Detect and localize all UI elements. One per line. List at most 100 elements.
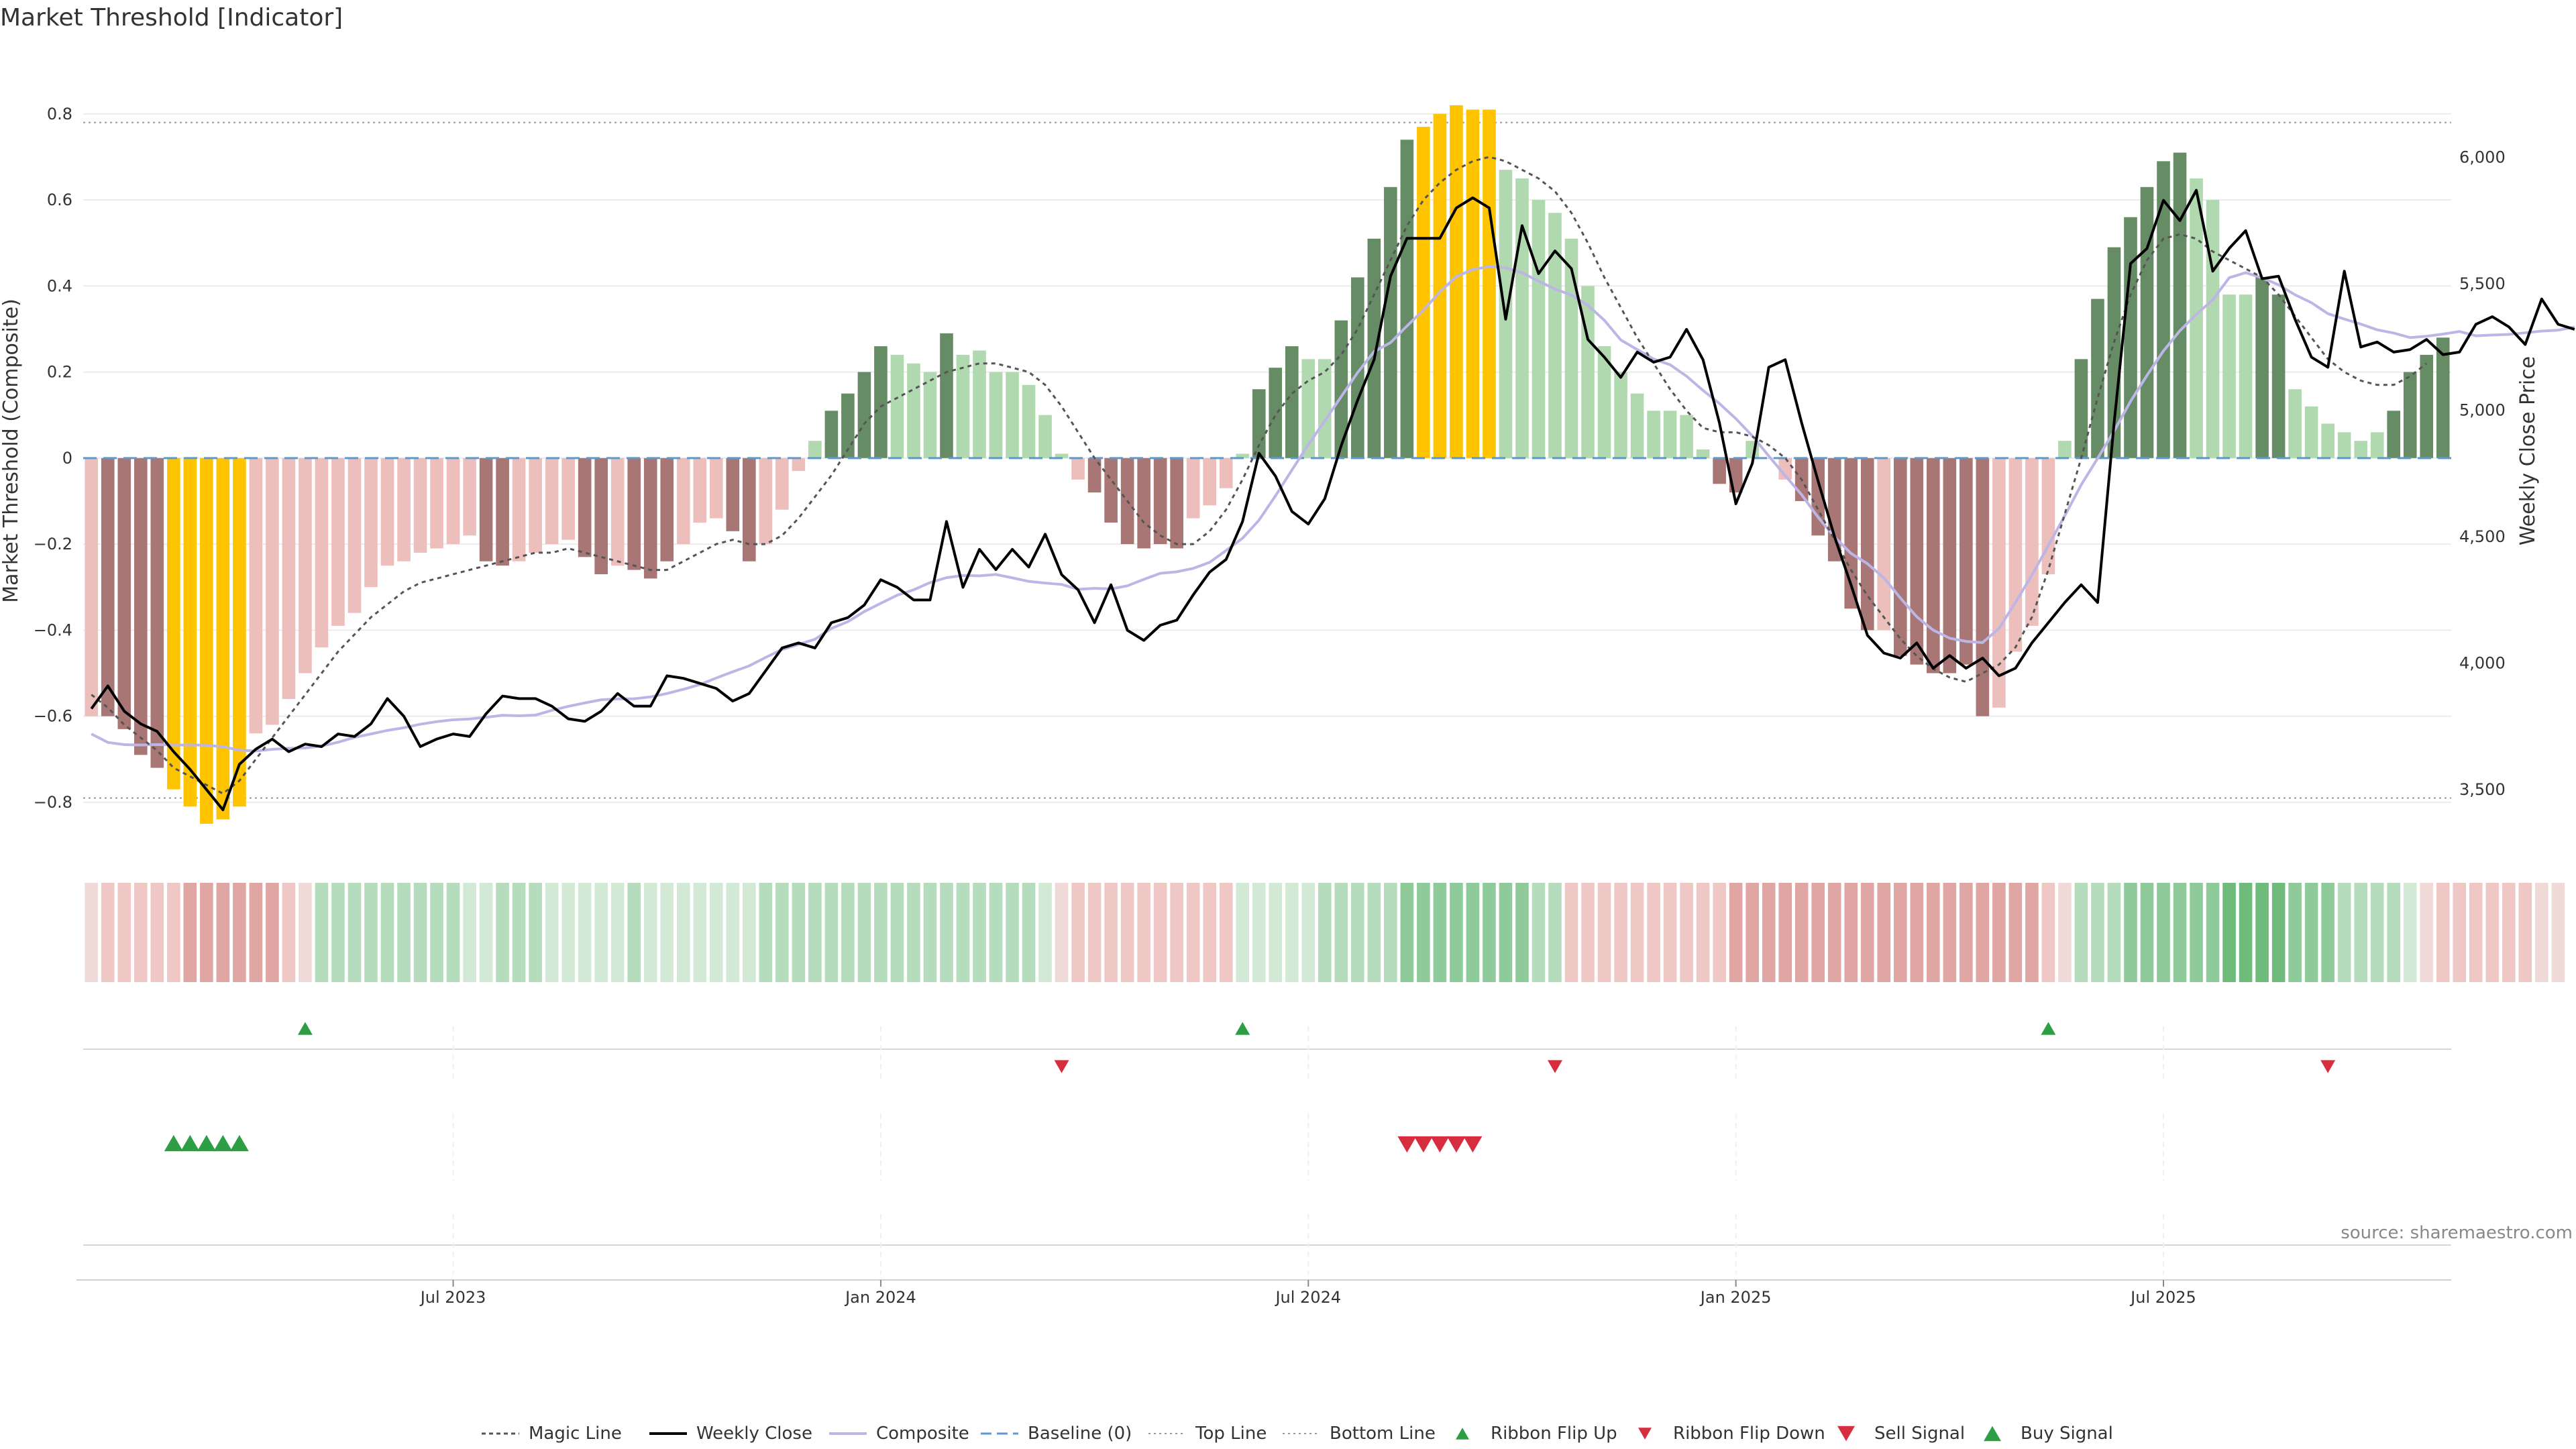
composite-bar bbox=[973, 350, 986, 458]
ribbon-cell bbox=[1450, 883, 1463, 982]
ribbon-cell bbox=[2387, 883, 2401, 982]
ribbon-cell bbox=[1417, 883, 1430, 982]
ribbon-cell bbox=[2518, 883, 2532, 982]
ribbon-cell bbox=[1367, 883, 1381, 982]
legend-label: Weekly Close bbox=[696, 1424, 812, 1444]
ribbon-cell bbox=[1219, 883, 1233, 982]
ribbon-cell bbox=[2173, 883, 2187, 982]
ribbon-cell bbox=[2190, 883, 2203, 982]
legend-swatch bbox=[1456, 1428, 1469, 1440]
ribbon-cell bbox=[989, 883, 1003, 982]
composite-bar bbox=[1960, 458, 1973, 665]
ribbon-cell bbox=[1186, 883, 1200, 982]
composite-bar bbox=[2387, 411, 2401, 458]
legend-label: Ribbon Flip Up bbox=[1491, 1424, 1617, 1444]
composite-bar bbox=[397, 458, 411, 561]
sell-signal-marker bbox=[1397, 1136, 1417, 1153]
ribbon-cell bbox=[1811, 883, 1825, 982]
y-axis-label: Market Threshold (Composite) bbox=[0, 299, 23, 603]
ribbon-cell bbox=[1022, 883, 1036, 982]
ribbon-cell bbox=[2502, 883, 2516, 982]
ribbon-cell bbox=[1647, 883, 1660, 982]
composite-bar bbox=[1417, 127, 1430, 458]
y-axis-ticks: 0.8 0.6 0.4 0.2 0 −0.2 −0.4 −0.6 −0.8 bbox=[34, 105, 72, 812]
buy-signal-marker bbox=[197, 1134, 216, 1152]
ribbon-cell bbox=[1746, 883, 1759, 982]
ribbon-cell bbox=[1844, 883, 1858, 982]
ribbon-cell bbox=[1976, 883, 1990, 982]
composite-bar bbox=[1384, 186, 1397, 458]
ribbon-cell bbox=[627, 883, 641, 982]
composite-bar bbox=[2173, 152, 2187, 458]
legend: Magic Line Weekly Close Composite Baseline … bbox=[482, 1424, 2113, 1444]
ribbon-cell bbox=[2140, 883, 2154, 982]
ribbon-cell bbox=[2551, 883, 2565, 982]
ribbon-cell bbox=[1630, 883, 1644, 982]
y2-tick-label: 4,000 bbox=[2459, 654, 2506, 673]
ribbon-cell bbox=[2239, 883, 2253, 982]
ribbon-cell bbox=[2124, 883, 2137, 982]
ribbon-cell bbox=[282, 883, 296, 982]
composite-bar bbox=[2025, 458, 2039, 626]
ribbon-cell bbox=[1515, 883, 1529, 982]
ribbon-cell bbox=[1860, 883, 1874, 982]
legend-item-sell: Sell Signal bbox=[1837, 1424, 1965, 1444]
ribbon-cell bbox=[709, 883, 723, 982]
ribbon-cell bbox=[529, 883, 542, 982]
ribbon-cell bbox=[808, 883, 822, 982]
ribbon-cell bbox=[430, 883, 443, 982]
composite-bar bbox=[1203, 458, 1217, 506]
composite-bar bbox=[1022, 384, 1036, 458]
ribbon-cell bbox=[2107, 883, 2121, 982]
ribbon-cell bbox=[2304, 883, 2318, 982]
composite-bar bbox=[1581, 286, 1595, 458]
composite-bar bbox=[2140, 186, 2154, 458]
ribbon-cell bbox=[216, 883, 230, 982]
composite-bar bbox=[1548, 213, 1562, 458]
composite-bars bbox=[85, 105, 2450, 824]
composite-bar bbox=[2288, 389, 2302, 458]
legend-item-top: Top Line bbox=[1148, 1424, 1267, 1444]
ribbon-cell bbox=[660, 883, 674, 982]
composite-bar bbox=[117, 458, 131, 729]
ribbon-strip bbox=[85, 883, 2565, 982]
y2-tick-label: 4,500 bbox=[2459, 527, 2506, 546]
composite-bar bbox=[2255, 277, 2269, 458]
y-tick-label: 0.8 bbox=[47, 105, 72, 123]
ribbon-cell bbox=[1400, 883, 1414, 982]
ribbon-cell bbox=[2222, 883, 2236, 982]
composite-bar bbox=[1318, 359, 1332, 458]
legend-label: Composite bbox=[876, 1424, 969, 1444]
ribbon-cell bbox=[233, 883, 246, 982]
composite-bar bbox=[743, 458, 756, 561]
ribbon-cell bbox=[2157, 883, 2170, 982]
composite-bar bbox=[529, 458, 542, 553]
composite-bar bbox=[2337, 432, 2351, 458]
composite-bar bbox=[1976, 458, 1990, 716]
composite-bar bbox=[1137, 458, 1150, 549]
y-tick-label: −0.6 bbox=[34, 707, 72, 726]
ribbon-cell bbox=[2469, 883, 2483, 982]
ribbon-cell bbox=[249, 883, 263, 982]
composite-bar bbox=[249, 458, 263, 734]
signal-panels bbox=[76, 1026, 2451, 1281]
composite-bar bbox=[1614, 372, 1627, 458]
ribbon-cell bbox=[1318, 883, 1332, 982]
composite-bar bbox=[2107, 247, 2121, 458]
ribbon-cell bbox=[1877, 883, 1891, 982]
composite-bar bbox=[364, 458, 378, 588]
ribbon-cell bbox=[1581, 883, 1595, 982]
ribbon-cell bbox=[1006, 883, 1019, 982]
ribbon-cell bbox=[1992, 883, 2006, 982]
composite-bar bbox=[726, 458, 740, 531]
ribbon-cell bbox=[1269, 883, 1283, 982]
composite-bar bbox=[759, 458, 773, 545]
composite-bar bbox=[2157, 161, 2170, 458]
composite-bar bbox=[446, 458, 460, 545]
ribbon-cell bbox=[2074, 883, 2088, 982]
sell-signal-marker bbox=[1463, 1136, 1483, 1153]
composite-bar bbox=[1285, 346, 1299, 458]
composite-bar bbox=[660, 458, 674, 561]
legend-label: Bottom Line bbox=[1330, 1424, 1436, 1444]
